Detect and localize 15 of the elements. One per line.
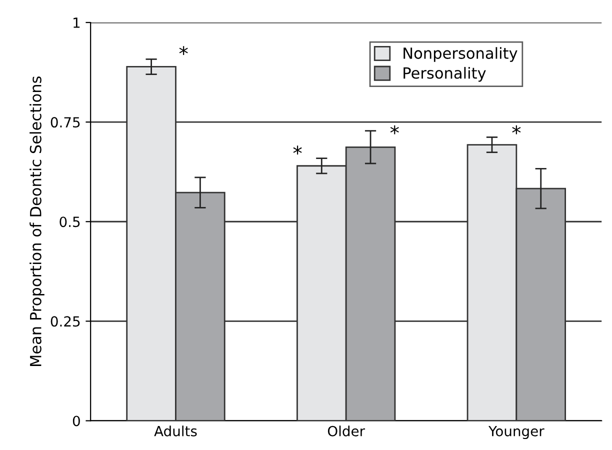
x-tick-label: Adults xyxy=(154,426,197,436)
legend-label: Nonpersonality xyxy=(404,47,518,62)
y-tick-label: 0 xyxy=(72,416,80,426)
x-tick-label: Younger xyxy=(488,426,544,440)
annotation: * xyxy=(293,146,302,155)
y-tick-label: 0.5 xyxy=(60,216,80,228)
annotation: * xyxy=(512,125,521,134)
y-tick-label: 1 xyxy=(74,18,80,28)
y-tick-label: 0.75 xyxy=(50,117,80,128)
x-tick-label: Older xyxy=(328,426,366,436)
legend-label: Personality xyxy=(404,66,486,82)
y-tick-label: 0.25 xyxy=(50,316,80,327)
y-axis-title: Mean Proportion of Deontic Selections xyxy=(30,76,44,366)
annotation: * xyxy=(179,46,188,55)
annotation: * xyxy=(390,125,399,134)
